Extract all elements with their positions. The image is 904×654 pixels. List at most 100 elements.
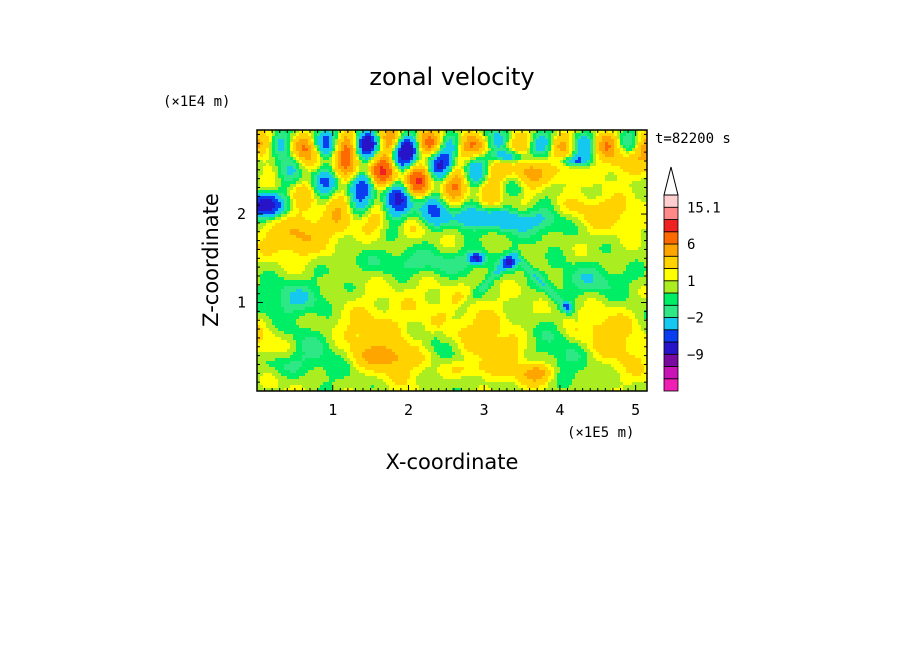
field-cell	[344, 358, 351, 362]
field-cell	[434, 169, 444, 173]
field-cell	[494, 265, 498, 269]
field-cell	[356, 196, 366, 200]
field-cell	[296, 184, 303, 188]
field-cell	[536, 133, 549, 137]
field-cell	[467, 163, 471, 167]
field-cell	[329, 196, 333, 200]
field-cell	[488, 139, 492, 143]
field-cell	[599, 154, 606, 158]
field-cell	[578, 199, 606, 203]
field-cell	[482, 166, 486, 170]
field-cell	[629, 286, 642, 290]
field-cell	[626, 199, 642, 203]
field-cell	[422, 136, 429, 140]
field-cell	[410, 208, 420, 212]
field-cell	[467, 298, 498, 302]
field-cell	[497, 232, 513, 236]
field-cell	[503, 181, 510, 185]
field-cell	[338, 139, 345, 143]
field-cell	[278, 169, 282, 173]
field-cell	[413, 253, 435, 257]
field-cell	[596, 148, 600, 152]
field-cell	[431, 352, 438, 356]
field-cell	[533, 265, 552, 269]
field-cell	[389, 157, 393, 161]
field-cell	[485, 289, 489, 293]
field-cell	[578, 310, 633, 314]
field-cell	[593, 139, 597, 143]
field-cell	[464, 238, 480, 242]
field-cell	[344, 178, 348, 182]
field-cell	[347, 172, 354, 176]
field-cell	[506, 268, 516, 272]
field-cell	[425, 292, 441, 296]
field-cell	[458, 271, 471, 275]
field-cell	[293, 139, 300, 143]
field-cell	[311, 235, 333, 239]
field-cell	[620, 142, 624, 146]
field-cell	[611, 226, 647, 230]
field-cell	[404, 193, 408, 197]
field-cell	[569, 385, 621, 389]
field-cell	[278, 172, 282, 176]
field-cell	[527, 358, 558, 362]
field-cell	[461, 181, 465, 185]
field-cell	[257, 202, 276, 206]
field-cell	[422, 352, 432, 356]
field-cell	[569, 142, 573, 146]
field-cell	[416, 160, 420, 164]
field-cell	[305, 265, 318, 269]
field-cell	[632, 382, 647, 386]
field-cell	[356, 166, 360, 170]
field-cell	[443, 175, 447, 179]
field-cell	[332, 235, 345, 239]
field-cell	[356, 334, 360, 338]
field-cell	[347, 211, 351, 215]
field-cell	[449, 202, 462, 206]
field-cell	[257, 364, 270, 368]
field-cell	[464, 193, 471, 197]
field-cell	[416, 301, 429, 305]
field-cell	[419, 133, 423, 137]
field-cell	[512, 256, 519, 260]
field-cell	[311, 139, 315, 143]
field-cell	[341, 145, 345, 149]
field-cell	[317, 337, 327, 341]
field-cell	[431, 322, 444, 326]
field-cell	[518, 265, 522, 269]
field-cell	[281, 163, 297, 167]
field-cell	[332, 163, 336, 167]
field-cell	[368, 190, 372, 194]
field-cell	[389, 304, 402, 308]
field-cell	[419, 151, 423, 155]
field-cell	[518, 343, 528, 347]
field-cell	[452, 337, 462, 341]
field-cell	[413, 157, 417, 161]
field-cell	[416, 196, 423, 200]
colorbar-bin	[663, 304, 679, 318]
field-cell	[419, 148, 423, 152]
field-cell	[632, 310, 645, 314]
field-cell	[386, 181, 393, 185]
field-cell	[575, 310, 579, 314]
field-cell	[461, 178, 465, 182]
field-cell	[410, 226, 417, 230]
field-cell	[473, 229, 477, 233]
field-cell	[314, 367, 324, 371]
field-cell	[281, 184, 291, 188]
field-cell	[467, 310, 480, 314]
field-cell	[455, 166, 462, 170]
field-cell	[401, 214, 408, 218]
field-cell	[257, 226, 264, 230]
y-tick-label: 2	[237, 205, 246, 223]
field-cell	[485, 166, 489, 170]
field-cell	[485, 148, 489, 152]
field-cell	[524, 271, 528, 275]
field-cell	[584, 217, 621, 221]
field-cell	[290, 298, 309, 302]
field-cell	[332, 304, 345, 308]
field-cell	[275, 217, 282, 221]
field-cell	[557, 307, 561, 311]
field-cell	[494, 139, 504, 143]
field-cell	[290, 205, 294, 209]
